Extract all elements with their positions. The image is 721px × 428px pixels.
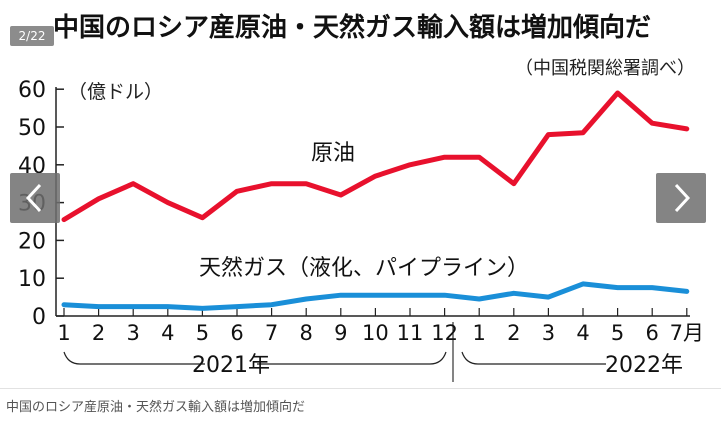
y-tick-label: 0 [32,305,46,330]
x-tick-label: 2 [507,321,520,345]
x-tick-label: 11 [397,321,424,345]
x-tick-label: 10 [362,321,389,345]
x-tick-label: 12 [431,321,458,345]
chevron-left-icon [25,183,42,213]
x-tick-group: 1 2 3 4 5 6 7 8 9 10 11 12 1 2 3 4 5 6 7月 [57,308,704,345]
slide-counter-badge: 2/22 [10,26,54,46]
gas-series-line [61,281,690,311]
x-tick-label: 7 [265,321,278,345]
oil-series-line [61,90,690,223]
series-label-gas: 天然ガス（液化、パイプライン） [199,256,529,281]
x-tick-label: 8 [300,321,313,345]
series-group [61,90,690,311]
image-caption: 中国のロシア産原油・天然ガス輸入額は増加傾向だ [6,400,306,415]
x-tick-label: 1 [473,321,486,345]
year-bracket-2021 [63,351,447,365]
x-tick-label: 4 [161,321,174,345]
x-tick-label: 1 [57,321,70,345]
caption-separator [0,388,721,389]
year-bracket-2022 [461,351,606,365]
x-tick-label: 7月 [670,321,704,345]
year-label-2021: 2021年 [192,353,270,378]
y-tick-label: 20 [18,229,46,254]
chevron-right-icon [674,183,691,213]
y-tick-label: 50 [18,116,46,141]
x-tick-label: 4 [576,321,589,345]
x-tick-label: 2 [92,321,105,345]
y-axis-label: （億ドル） [68,81,163,103]
year-label-2022: 2022年 [605,353,683,378]
y-tick-label: 10 [18,267,46,292]
y-tick-label: 60 [18,78,46,103]
x-tick-label: 6 [230,321,243,345]
x-tick-label: 9 [334,321,347,345]
x-tick-label: 6 [646,321,659,345]
x-tick-label: 3 [127,321,140,345]
x-tick-label: 5 [196,321,209,345]
next-slide-button[interactable] [656,173,706,223]
series-label-oil: 原油 [311,141,355,166]
x-tick-label: 5 [611,321,624,345]
previous-slide-button[interactable] [10,173,60,223]
chart-title: 中国のロシア産原油・天然ガス輸入額は増加傾向だ [53,12,651,43]
chart-source: （中国税関総署調べ） [515,58,695,79]
chart-canvas: 中国のロシア産原油・天然ガス輸入額は増加傾向だ （中国税関総署調べ） （億ドル）… [18,12,704,382]
x-tick-label: 3 [542,321,555,345]
